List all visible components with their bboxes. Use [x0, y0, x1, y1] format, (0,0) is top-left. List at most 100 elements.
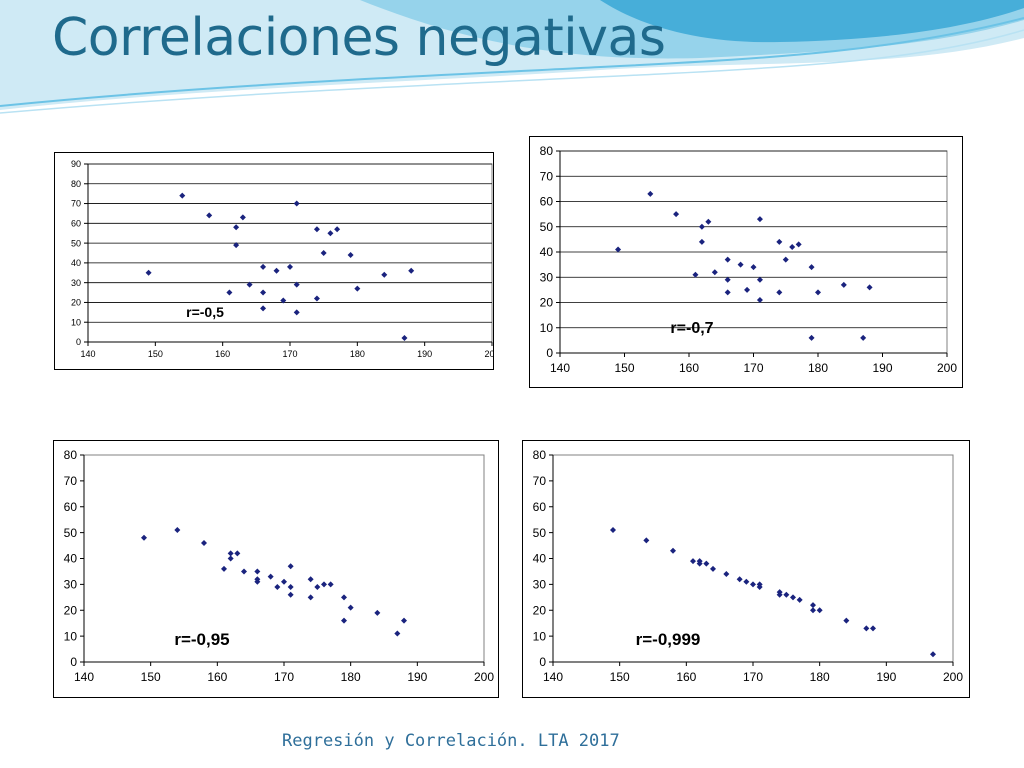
- y-tick-label: 80: [71, 179, 81, 189]
- x-tick-label: 180: [350, 349, 365, 359]
- data-point: [810, 607, 816, 614]
- data-point: [293, 281, 300, 288]
- data-point: [808, 264, 815, 271]
- data-point: [307, 594, 314, 601]
- data-point: [782, 256, 789, 263]
- data-point: [670, 547, 676, 554]
- plot-area: [552, 454, 954, 663]
- data-point: [293, 309, 300, 316]
- data-point: [866, 284, 873, 291]
- data-point: [381, 271, 388, 278]
- data-point: [287, 591, 294, 598]
- y-tick-label: 80: [540, 144, 554, 158]
- x-tick-label: 200: [943, 670, 963, 684]
- data-point: [810, 602, 816, 609]
- data-point: [260, 289, 267, 296]
- y-tick-label: 70: [540, 169, 554, 183]
- data-point: [267, 573, 274, 580]
- x-tick-label: 150: [610, 670, 630, 684]
- data-point: [756, 216, 763, 223]
- data-point: [401, 335, 408, 342]
- data-point: [293, 200, 300, 207]
- data-point: [313, 226, 320, 233]
- y-tick-label: 0: [70, 655, 77, 669]
- data-point: [795, 241, 802, 248]
- data-point: [750, 581, 756, 588]
- x-tick-label: 160: [679, 361, 699, 375]
- plot-area: [87, 163, 493, 343]
- data-point: [246, 281, 253, 288]
- y-tick-label: 30: [533, 578, 547, 592]
- data-point: [260, 305, 267, 312]
- x-tick-label: 160: [215, 349, 230, 359]
- data-point: [341, 594, 347, 601]
- x-tick-label: 200: [937, 361, 957, 375]
- slide-footer: Regresión y Correlación. LTA 2017: [282, 731, 620, 751]
- data-point: [234, 550, 241, 557]
- data-point: [840, 281, 847, 288]
- data-point: [724, 256, 731, 263]
- y-tick-label: 50: [71, 238, 81, 248]
- scatter-chart-r-0999: 0 10 20 30 40 50 60 70 80 140 150 160 170 180 190 200 r=…: [522, 440, 970, 698]
- data-point: [776, 591, 783, 598]
- y-tick-label: 10: [540, 321, 554, 335]
- data-point: [643, 537, 650, 544]
- y-tick-label: 40: [64, 552, 78, 566]
- x-tick-label: 140: [74, 670, 94, 684]
- data-point: [863, 625, 870, 632]
- data-point: [347, 251, 354, 258]
- plot-area: [83, 454, 485, 663]
- data-point: [815, 289, 821, 296]
- x-tick-label: 170: [274, 670, 294, 684]
- data-point: [221, 565, 227, 572]
- y-tick-label: 40: [533, 552, 547, 566]
- data-point: [737, 261, 744, 268]
- data-point: [260, 263, 267, 270]
- data-point: [313, 295, 320, 302]
- y-tick-label: 70: [71, 199, 81, 209]
- correlation-label: r=-0,999: [636, 630, 701, 649]
- data-point: [145, 269, 152, 276]
- y-tick-label: 40: [540, 245, 554, 259]
- data-point: [307, 576, 314, 583]
- y-tick-label: 60: [533, 500, 547, 514]
- data-point: [710, 565, 716, 572]
- data-point: [254, 578, 261, 585]
- data-point: [750, 264, 757, 271]
- data-point: [327, 230, 334, 237]
- data-point: [744, 286, 751, 293]
- data-point: [254, 568, 261, 575]
- data-point: [287, 583, 294, 590]
- y-tick-label: 90: [71, 159, 81, 169]
- y-tick-label: 70: [64, 474, 78, 488]
- correlation-label: r=-0,7: [670, 320, 713, 337]
- data-point: [227, 555, 234, 562]
- data-point: [647, 190, 654, 197]
- y-tick-label: 10: [71, 317, 81, 327]
- y-tick-label: 70: [533, 474, 547, 488]
- x-tick-label: 170: [743, 670, 763, 684]
- x-tick-label: 160: [676, 670, 696, 684]
- x-tick-label: 140: [543, 670, 563, 684]
- x-tick-label: 180: [341, 670, 361, 684]
- data-point: [756, 296, 763, 303]
- data-point: [756, 583, 763, 590]
- data-point: [320, 250, 327, 256]
- y-tick-label: 0: [76, 337, 81, 347]
- data-point: [705, 218, 712, 225]
- data-point: [408, 267, 415, 274]
- data-point: [860, 334, 867, 341]
- data-point: [233, 242, 240, 249]
- x-tick-label: 150: [141, 670, 161, 684]
- data-point: [743, 578, 750, 585]
- data-point: [843, 617, 850, 624]
- correlation-label: r=-0,5: [186, 304, 224, 320]
- x-tick-label: 190: [876, 670, 896, 684]
- data-point: [724, 276, 731, 283]
- data-point: [783, 591, 790, 598]
- data-point: [374, 609, 381, 616]
- data-point: [808, 334, 815, 341]
- data-point: [206, 212, 213, 219]
- x-tick-label: 150: [148, 349, 163, 359]
- data-point: [870, 625, 876, 632]
